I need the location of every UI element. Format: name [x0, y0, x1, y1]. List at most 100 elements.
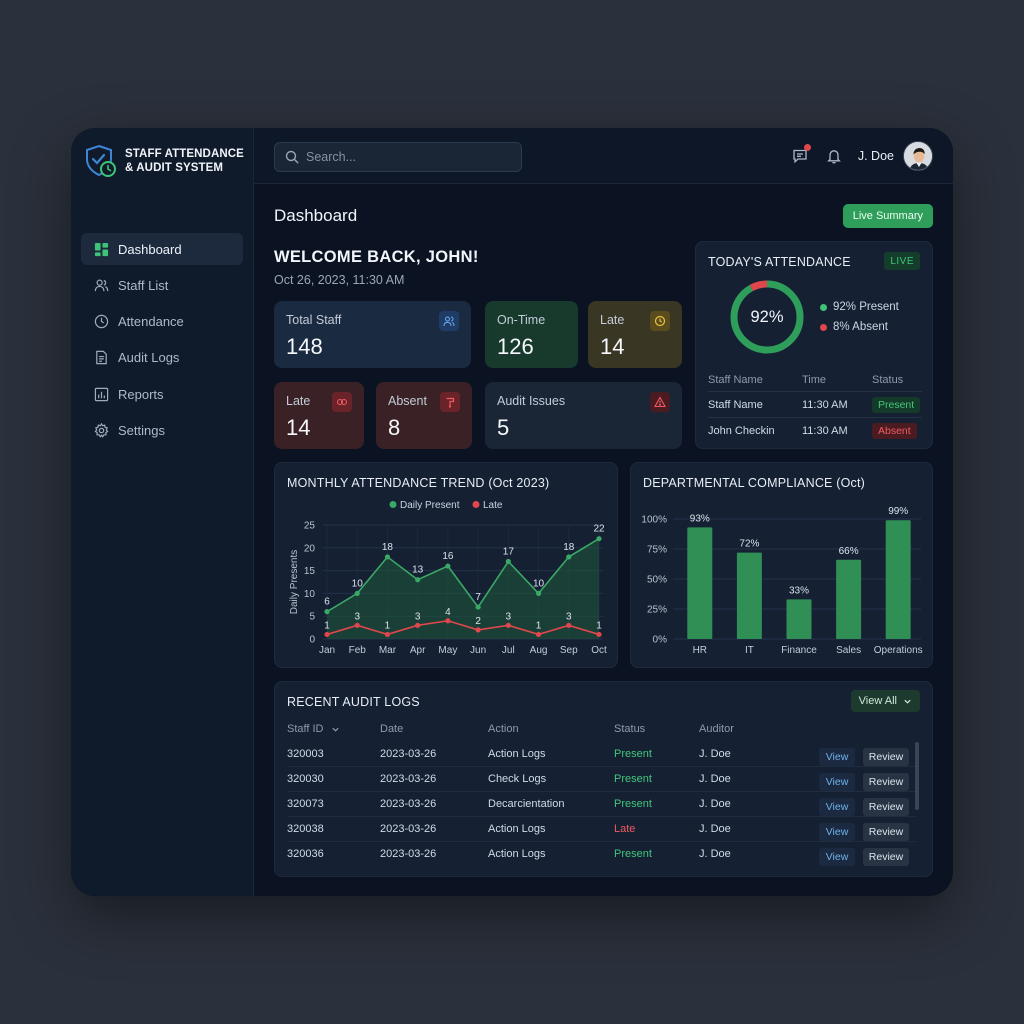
bar-chart-icon	[93, 386, 109, 402]
review-button[interactable]: Review	[863, 823, 909, 841]
log-action: Check Logs	[488, 773, 547, 785]
scrollbar[interactable]	[915, 742, 919, 810]
data-point	[505, 558, 511, 565]
review-button[interactable]: Review	[863, 773, 909, 791]
page-title: Dashboard	[274, 206, 358, 225]
view-button[interactable]: View	[819, 848, 855, 866]
search-icon	[285, 150, 299, 164]
sidebar-item-reports[interactable]: Reports	[81, 378, 243, 410]
table-row[interactable]: 320003 2023-03-26 Action Logs Present J. Doe…	[287, 742, 915, 767]
monthly-trend-panel: MONTHLY ATTENDANCE TREND (Oct 2023) 0 5 10…	[274, 462, 618, 668]
table-row[interactable]: 320036 2023-03-26 Action Logs Present J. Doe…	[287, 842, 915, 867]
todays-attendance-panel: TODAY'S ATTENDANCE LIVE 92% 92% Present …	[695, 241, 933, 449]
search-box[interactable]	[274, 142, 522, 172]
stat-card-late[interactable]: Late 14	[274, 382, 364, 449]
donut-percent: 92%	[750, 307, 784, 326]
y-tick-label: 50%	[647, 575, 667, 586]
series-area-daily-present	[327, 538, 599, 639]
log-date: 2023-03-26	[380, 773, 437, 785]
data-label: 4	[445, 607, 451, 618]
view-button[interactable]: View	[819, 748, 855, 766]
warning-icon	[650, 392, 670, 412]
sidebar-item-label: Staff List	[118, 277, 169, 293]
sidebar: STAFF ATTENDANCE & AUDIT SYSTEM Dashboar…	[71, 128, 254, 896]
x-tick-label: Jul	[502, 645, 515, 656]
data-label: 1	[385, 620, 391, 631]
stat-value: 8	[388, 415, 401, 440]
staff-id: 320038	[287, 823, 324, 835]
stat-label: Late	[600, 313, 625, 327]
sidebar-item-label: Reports	[118, 386, 164, 402]
table-row[interactable]: Staff Name 11:30 AM Present	[708, 392, 922, 418]
stat-card-total-staff[interactable]: Total Staff 148	[274, 301, 471, 368]
stat-card-on-time[interactable]: On-Time 126	[485, 301, 578, 368]
search-input[interactable]	[306, 150, 506, 164]
stat-value: 14	[600, 334, 625, 359]
log-action: Action Logs	[488, 748, 546, 760]
column-header: Auditor	[699, 723, 734, 735]
sidebar-item-label: Dashboard	[118, 241, 182, 257]
bar-value-label: 99%	[888, 506, 908, 517]
user-name[interactable]: J. Doe	[857, 149, 894, 163]
log-date: 2023-03-26	[380, 798, 437, 810]
view-button[interactable]: View	[819, 798, 855, 816]
topbar-actions: J. Doe	[790, 141, 933, 171]
view-button[interactable]: View	[819, 773, 855, 791]
bell-icon[interactable]	[824, 146, 844, 166]
stat-card-absent[interactable]: Absent 8	[376, 382, 472, 449]
dashboard-icon	[93, 241, 109, 257]
x-tick-label: Operations	[874, 645, 923, 656]
data-point	[596, 536, 602, 542]
stat-label: Absent	[388, 394, 427, 408]
stat-card-late-summary[interactable]: Late 14	[588, 301, 682, 368]
legend-marker-daily-present	[389, 501, 397, 508]
panel-title: DEPARTMENTAL COMPLIANCE (Oct)	[643, 476, 866, 490]
sidebar-item-dashboard[interactable]: Dashboard	[81, 233, 243, 265]
table-row[interactable]: 320038 2023-03-26 Action Logs Late J. Doe Vie…	[287, 817, 915, 842]
x-tick-label: Sep	[560, 645, 578, 656]
table-row[interactable]: 320030 2023-03-26 Check Logs Present J. Doe V…	[287, 767, 915, 792]
data-label: 1	[324, 620, 330, 631]
data-point	[384, 554, 391, 560]
legend-label: 92% Present	[833, 301, 899, 313]
table-row[interactable]: John Checkin 11:30 AM Absent	[708, 418, 922, 444]
legend-label: 8% Absent	[833, 321, 888, 333]
sidebar-item-settings[interactable]: Settings	[81, 414, 243, 446]
brand: STAFF ATTENDANCE & AUDIT SYSTEM	[85, 144, 250, 178]
review-button[interactable]: Review	[863, 798, 909, 816]
messages-icon[interactable]	[790, 144, 811, 166]
stat-card-audit-issues[interactable]: Audit Issues 5	[485, 382, 682, 449]
view-button[interactable]: View	[819, 823, 855, 841]
sidebar-item-audit-logs[interactable]: Audit Logs	[81, 342, 243, 374]
x-tick-label: May	[438, 645, 457, 656]
view-all-button[interactable]: View All	[850, 690, 920, 712]
review-button[interactable]: Review	[863, 748, 909, 766]
view-all-label: View All	[858, 695, 897, 707]
x-tick-label: Sales	[836, 645, 861, 656]
sidebar-item-label: Attendance	[118, 314, 184, 330]
stat-label: On-Time	[497, 313, 546, 327]
panel-title: MONTHLY ATTENDANCE TREND (Oct 2023)	[287, 476, 550, 490]
data-label: 10	[533, 578, 545, 589]
sidebar-item-attendance[interactable]: Attendance	[81, 306, 243, 338]
sidebar-item-staff-list[interactable]: Staff List	[81, 269, 243, 301]
column-header: Status	[872, 373, 904, 386]
status-text: Late	[614, 823, 636, 835]
log-action: Action Logs	[488, 823, 546, 835]
x-tick-label: Oct	[591, 645, 607, 656]
data-label: 7	[475, 592, 481, 603]
column-header-staff-id[interactable]: Staff ID	[287, 723, 340, 735]
data-label: 17	[503, 546, 515, 557]
late-alert-icon	[332, 392, 352, 412]
bar	[885, 520, 911, 639]
x-tick-label: Feb	[349, 645, 367, 656]
bar-value-label: 93%	[690, 513, 710, 524]
gear-icon	[93, 422, 109, 438]
main-content: J. Doe Dashboard Live Summary WELCOME BA…	[254, 128, 953, 896]
live-summary-button[interactable]: Live Summary	[842, 204, 933, 228]
avatar[interactable]	[903, 141, 933, 171]
review-button[interactable]: Review	[863, 848, 909, 866]
table-row[interactable]: 320073 2023-03-26 Decarcientation Present J.…	[287, 792, 915, 817]
staff-name: John Checkin	[708, 425, 775, 437]
compliance-bar-chart: 0% 25% 50% 75% 100% 93% HR 72% IT 33% Finance 66% Sa…	[641, 506, 923, 656]
